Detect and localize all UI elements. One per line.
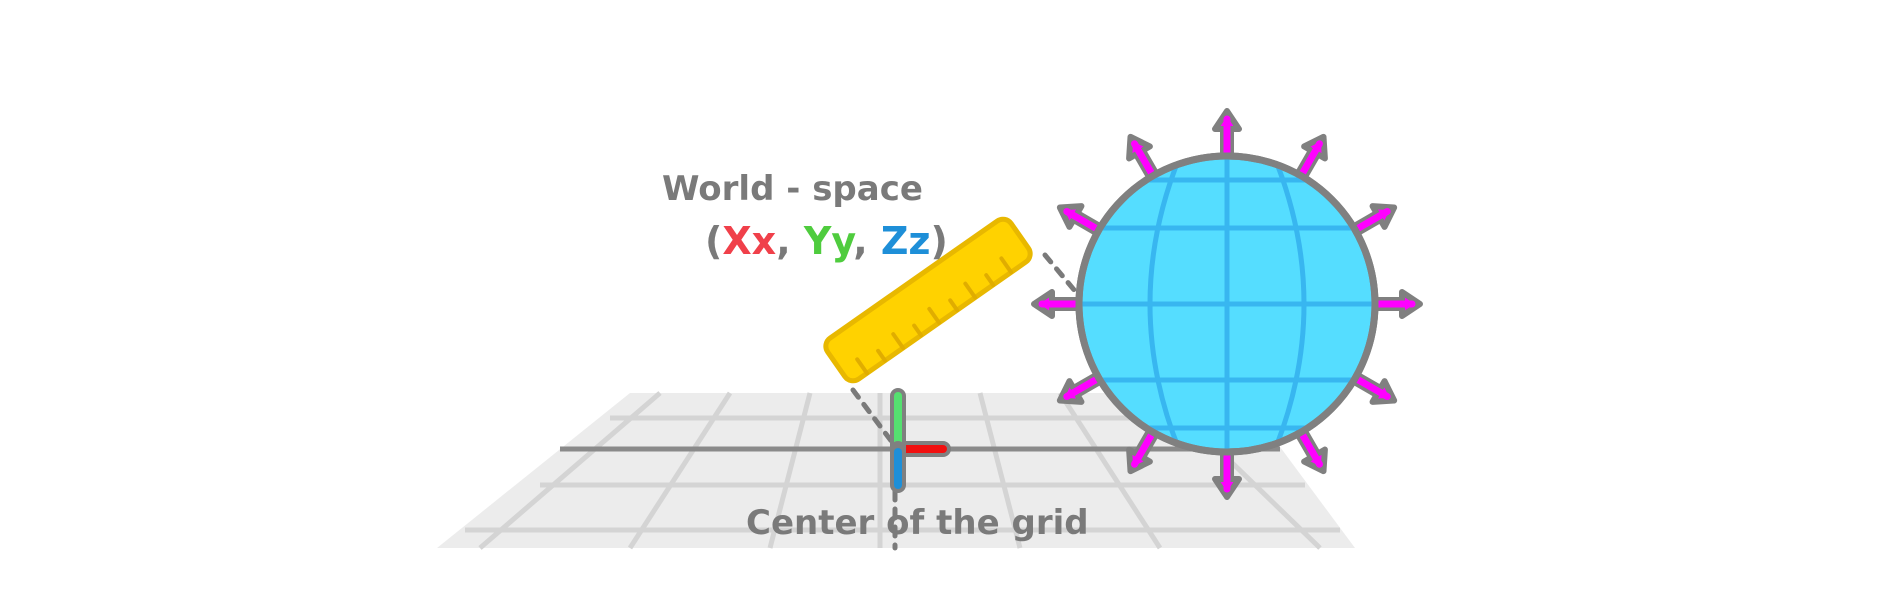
xyz-axes-gizmo-icon [890,388,951,493]
center-of-grid-label: Center of the grid [746,503,1089,543]
coords-y: Yy [803,219,857,263]
coords-open-paren: ( [705,219,722,263]
coords-x: Xx [722,219,776,263]
coords-sep-1: , [776,219,804,263]
globe-icon [1075,152,1379,456]
coords-z: Zz [881,219,931,263]
coordinates-label: (Xx, Yy, Zz) [705,219,948,263]
coords-sep-2: , [853,219,881,263]
world-space-title: World - space [662,169,923,209]
coords-close-paren: ) [931,219,948,263]
ruler-icon [823,216,1033,384]
